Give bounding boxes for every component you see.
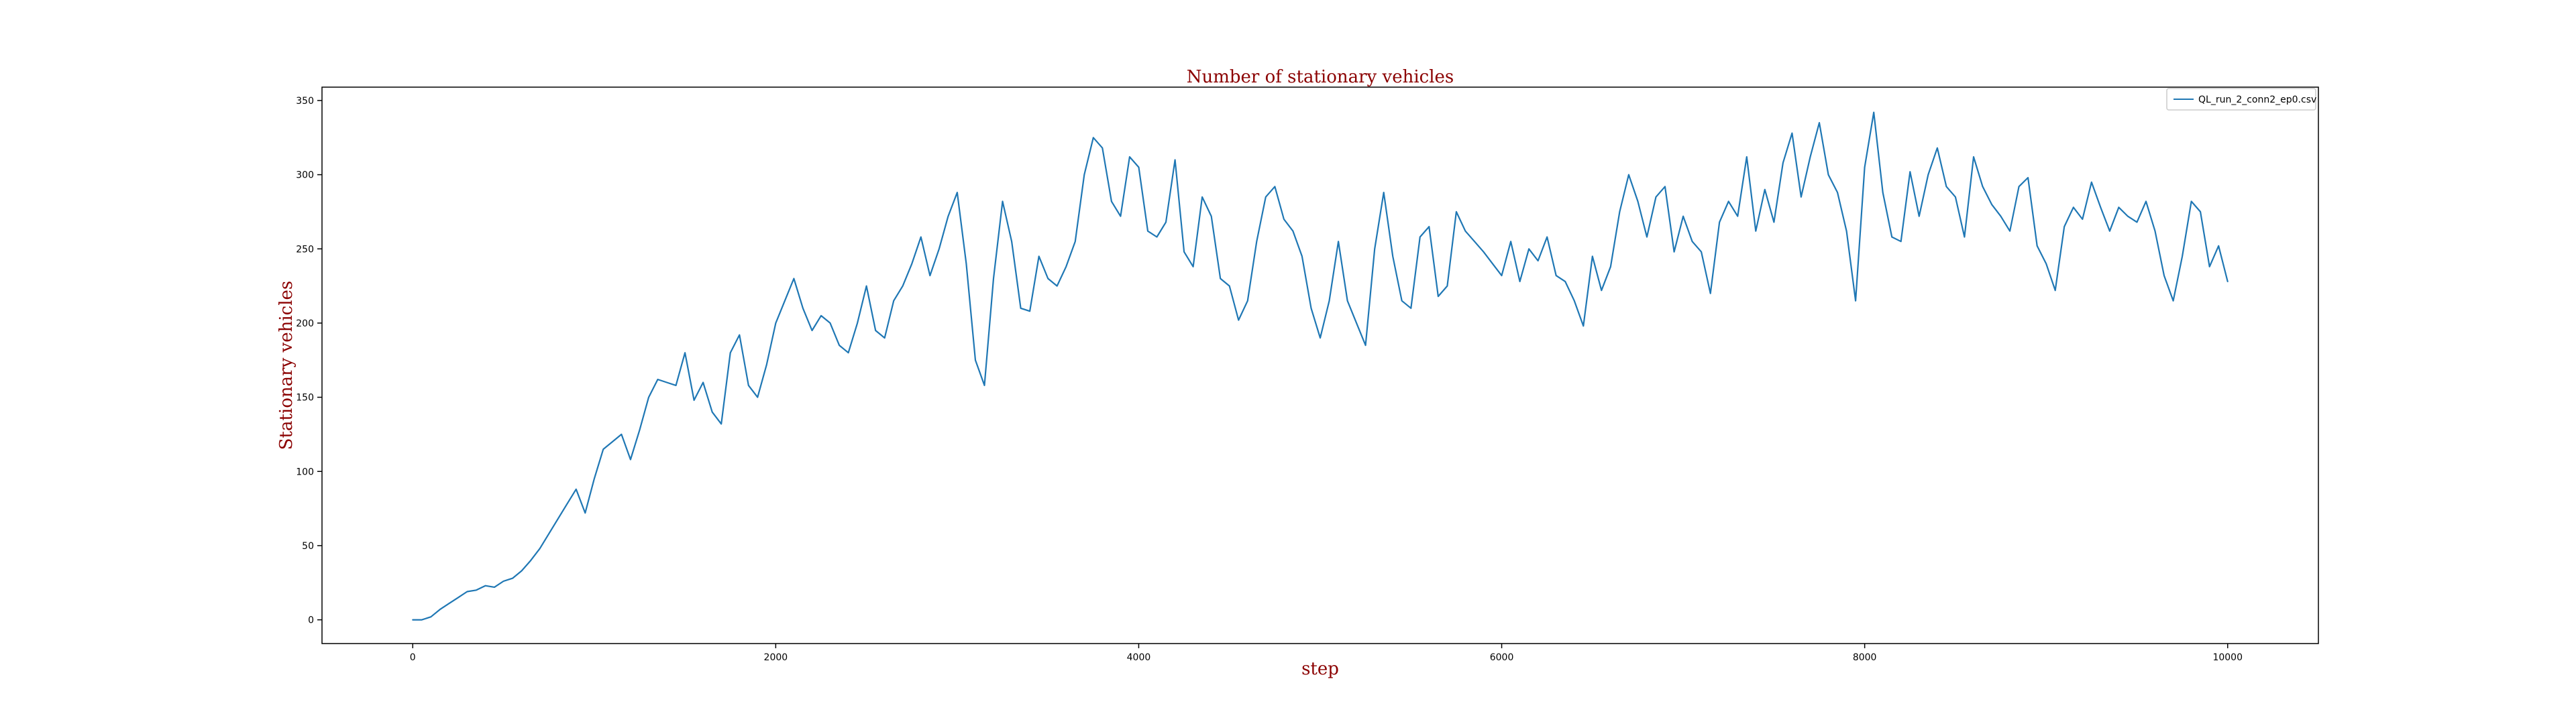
y-tick-label: 0	[308, 615, 314, 626]
plot-frame	[321, 86, 2319, 644]
plot-area: 0 2000 4000 6000 8000 10000 0 50 100 150 200 250 300…	[296, 86, 2319, 663]
series-line-0	[412, 111, 2229, 621]
y-tick-label: 300	[296, 170, 314, 181]
y-tick-label: 100	[296, 467, 314, 477]
legend: QL_run_2_conn2_ep0.csv	[2166, 88, 2316, 111]
chart-title: Number of stationary vehicles	[1187, 67, 1454, 87]
x-tick-label: 4000	[1127, 652, 1151, 663]
y-tick-label: 200	[296, 318, 314, 329]
x-tick-label: 8000	[1853, 652, 1877, 663]
y-tick-label: 250	[296, 244, 314, 255]
y-tick-label: 150	[296, 393, 314, 404]
legend-label: QL_run_2_conn2_ep0.csv	[2198, 95, 2316, 105]
x-axis-title: step	[1301, 659, 1339, 679]
x-tick-label: 10000	[2212, 652, 2243, 663]
x-tick-label: 0	[410, 652, 416, 663]
x-tick-label: 2000	[764, 652, 788, 663]
legend-box	[2166, 88, 2316, 111]
y-tick-label: 350	[296, 96, 314, 107]
y-tick-label: 50	[302, 541, 314, 552]
x-tick-label: 6000	[1490, 652, 1514, 663]
y-axis-title: Stationary vehicles	[276, 281, 297, 450]
